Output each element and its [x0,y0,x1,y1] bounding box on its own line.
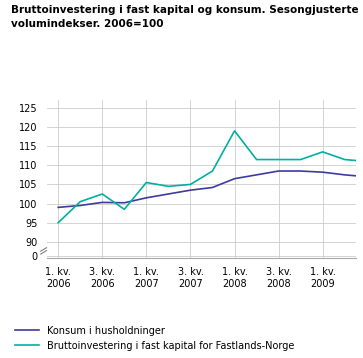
Legend: Konsum i husholdninger, Bruttoinvestering i fast kapital for Fastlands-Norge: Konsum i husholdninger, Bruttoinvesterin… [11,322,298,354]
Konsum i husholdninger [144,196,148,200]
Bruttoinvestering i fast kapital for Fastlands-Norge [188,182,193,187]
Konsum i husholdninger [122,200,127,205]
Konsum i husholdninger [298,169,303,173]
Bruttoinvestering i fast kapital for Fastlands-Norge [122,207,127,212]
Line: Konsum i husholdninger: Konsum i husholdninger [58,171,363,207]
Konsum i husholdninger [321,170,325,174]
Bruttoinvestering i fast kapital for Fastlands-Norge [56,221,60,225]
Konsum i husholdninger [343,173,347,177]
Konsum i husholdninger [277,169,281,173]
Konsum i husholdninger [166,192,171,196]
Konsum i husholdninger [254,173,259,177]
Konsum i husholdninger [78,203,82,208]
Bruttoinvestering i fast kapital for Fastlands-Norge [254,158,259,162]
Bruttoinvestering i fast kapital for Fastlands-Norge [144,180,148,185]
Konsum i husholdninger [210,185,215,190]
Bruttoinvestering i fast kapital for Fastlands-Norge [210,169,215,173]
Bruttoinvestering i fast kapital for Fastlands-Norge [78,199,82,204]
Bruttoinvestering i fast kapital for Fastlands-Norge [343,158,347,162]
Bruttoinvestering i fast kapital for Fastlands-Norge [321,150,325,154]
Konsum i husholdninger [56,205,60,209]
Line: Bruttoinvestering i fast kapital for Fastlands-Norge: Bruttoinvestering i fast kapital for Fas… [58,131,363,223]
Konsum i husholdninger [188,188,193,192]
Bruttoinvestering i fast kapital for Fastlands-Norge [232,129,237,133]
Bruttoinvestering i fast kapital for Fastlands-Norge [277,158,281,162]
Text: Bruttoinvestering i fast kapital og konsum. Sesongjusterte
volumindekser. 2006=1: Bruttoinvestering i fast kapital og kons… [11,5,359,29]
Bruttoinvestering i fast kapital for Fastlands-Norge [298,158,303,162]
Bruttoinvestering i fast kapital for Fastlands-Norge [100,192,105,196]
Konsum i husholdninger [100,200,105,204]
Bruttoinvestering i fast kapital for Fastlands-Norge [166,184,171,188]
Konsum i husholdninger [232,176,237,181]
